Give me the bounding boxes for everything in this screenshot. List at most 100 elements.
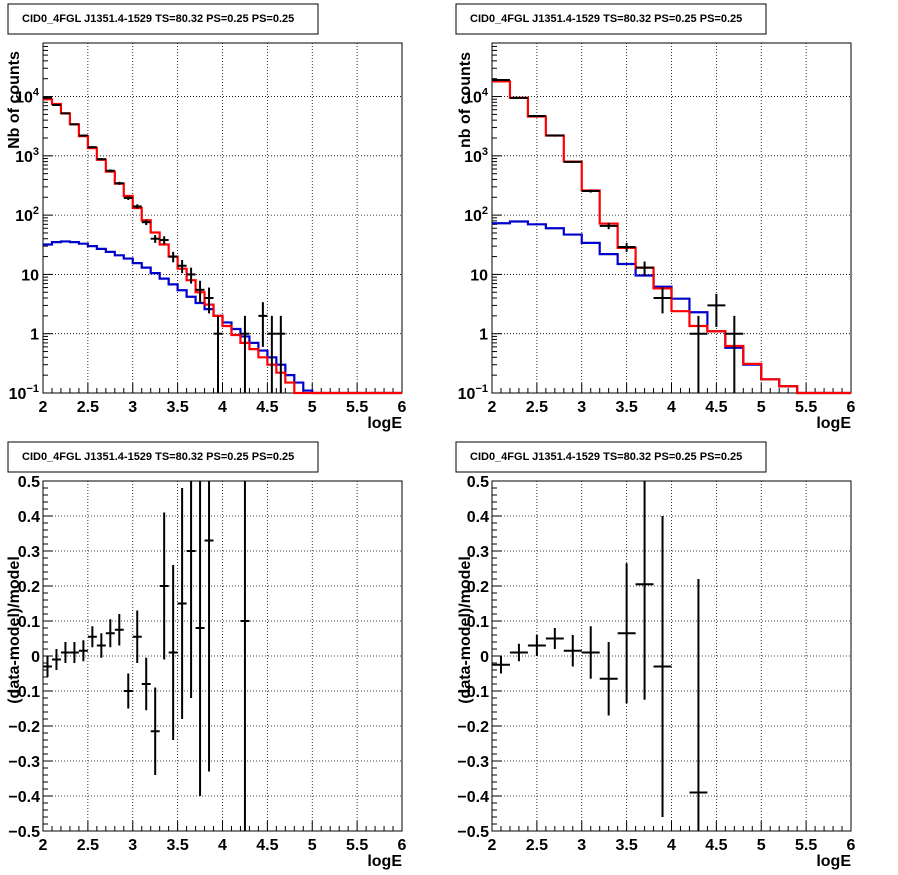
y-tick-label: 10−1 [458, 383, 488, 403]
data-point [132, 610, 142, 663]
data-point [204, 481, 214, 772]
data-point [132, 204, 142, 209]
residual-panel-right: CID0_4FGL J1351.4-1529 TS=80.32 PS=0.25 … [455, 441, 856, 870]
y-axis-label: (data-model)/model [457, 556, 474, 704]
data-point [114, 181, 124, 185]
data-point [599, 222, 618, 230]
y-tick-label: 1 [479, 327, 488, 344]
data-point [258, 302, 268, 347]
x-axis-label: logE [816, 853, 851, 870]
data-point [96, 157, 106, 161]
x-tick-label: 5 [757, 837, 766, 854]
counts-panel-left: CID0_4FGL J1351.4-1529 TS=80.32 PS=0.25 … [6, 3, 407, 432]
data-point [186, 267, 196, 284]
y-tick-label: 0.1 [467, 614, 489, 631]
data-point [43, 96, 52, 99]
y-tick-label: −0.1 [8, 684, 40, 701]
y-tick-label: 0.5 [18, 474, 40, 491]
data-point [213, 315, 223, 393]
residual-panel-left: CID0_4FGL J1351.4-1529 TS=80.32 PS=0.25 … [6, 441, 407, 870]
x-tick-label: 6 [398, 837, 407, 854]
data-point [69, 123, 79, 126]
data-point [159, 236, 169, 245]
data-point [527, 114, 546, 117]
y-tick-label: 102 [15, 205, 39, 225]
y-tick-base: 10 [464, 208, 482, 225]
data-point [51, 649, 61, 670]
y-tick-label: 0 [480, 649, 489, 666]
data-point [168, 251, 178, 263]
data-point [240, 481, 250, 831]
y-tick-label: −0.2 [8, 719, 40, 736]
x-tick-label: 4.5 [256, 837, 278, 854]
x-tick-label: 5.5 [346, 399, 368, 416]
data-point [545, 134, 564, 137]
data-point [635, 261, 654, 276]
x-tick-label: 3 [577, 837, 586, 854]
y-tick-label: 0.5 [467, 474, 489, 491]
y-tick-base: 10 [458, 386, 476, 403]
x-tick-label: 2 [39, 837, 48, 854]
y-tick-base: 10 [15, 208, 33, 225]
y-tick-base: 10 [464, 149, 482, 166]
x-tick-label: 5 [308, 399, 317, 416]
x-tick-label: 3 [577, 399, 586, 416]
y-tick-exponent: 2 [482, 205, 488, 217]
data-point [177, 488, 187, 719]
data-point [509, 643, 528, 662]
y-tick-label: 104 [464, 87, 489, 107]
data-point [653, 287, 672, 314]
y-tick-label: 103 [15, 146, 39, 166]
data-point [43, 656, 52, 677]
data-point [114, 614, 124, 646]
x-tick-label: 4 [218, 837, 227, 854]
y-tick-label: −0.4 [457, 789, 489, 806]
y-tick-base: 10 [9, 386, 27, 403]
title-box [455, 441, 767, 473]
chart-title: CID0_4FGL J1351.4-1529 TS=80.32 PS=0.25 … [470, 13, 742, 25]
data-point [276, 315, 286, 393]
y-tick-label: 0.3 [18, 544, 40, 561]
title-box [7, 3, 319, 35]
data-point [653, 516, 672, 817]
x-tick-label: 3.5 [167, 399, 189, 416]
x-tick-label: 4.5 [705, 399, 727, 416]
y-tick-label: 0.3 [467, 544, 489, 561]
data-point [581, 626, 600, 679]
y-axis-label: Nb of counts [6, 51, 23, 149]
y-tick-base: 10 [464, 90, 482, 107]
y-tick-label: 103 [464, 146, 488, 166]
chart-title: CID0_4FGL J1351.4-1529 TS=80.32 PS=0.25 … [470, 451, 742, 463]
x-tick-label: 2.5 [77, 837, 99, 854]
x-tick-label: 2 [39, 399, 48, 416]
data-point [69, 642, 79, 663]
x-tick-label: 6 [847, 837, 856, 854]
data-point [527, 635, 546, 656]
data-point [581, 189, 600, 193]
x-tick-label: 2.5 [526, 837, 548, 854]
x-tick-label: 3 [128, 837, 137, 854]
y-tick-exponent: −1 [475, 383, 488, 395]
data-point [105, 619, 115, 648]
y-tick-exponent: −1 [26, 383, 39, 395]
title-box [455, 3, 767, 35]
y-tick-exponent: 3 [33, 146, 39, 158]
data-point [563, 635, 582, 667]
data-point [78, 640, 88, 662]
x-tick-label: 5.5 [795, 837, 817, 854]
y-tick-label: 0.2 [18, 579, 40, 596]
data-point [599, 642, 618, 716]
x-tick-label: 3 [128, 399, 137, 416]
y-tick-label: −0.5 [457, 824, 489, 841]
x-tick-label: 3.5 [616, 837, 638, 854]
x-tick-label: 2 [488, 399, 497, 416]
data-point [60, 642, 70, 663]
x-axis-label: logE [367, 853, 402, 870]
data-point [141, 657, 151, 711]
data-point [141, 219, 151, 226]
y-tick-label: −0.5 [8, 824, 40, 841]
data-point [123, 673, 133, 709]
y-tick-base: 10 [15, 90, 33, 107]
y-tick-exponent: 2 [33, 205, 39, 217]
chart-title: CID0_4FGL J1351.4-1529 TS=80.32 PS=0.25 … [22, 13, 294, 25]
